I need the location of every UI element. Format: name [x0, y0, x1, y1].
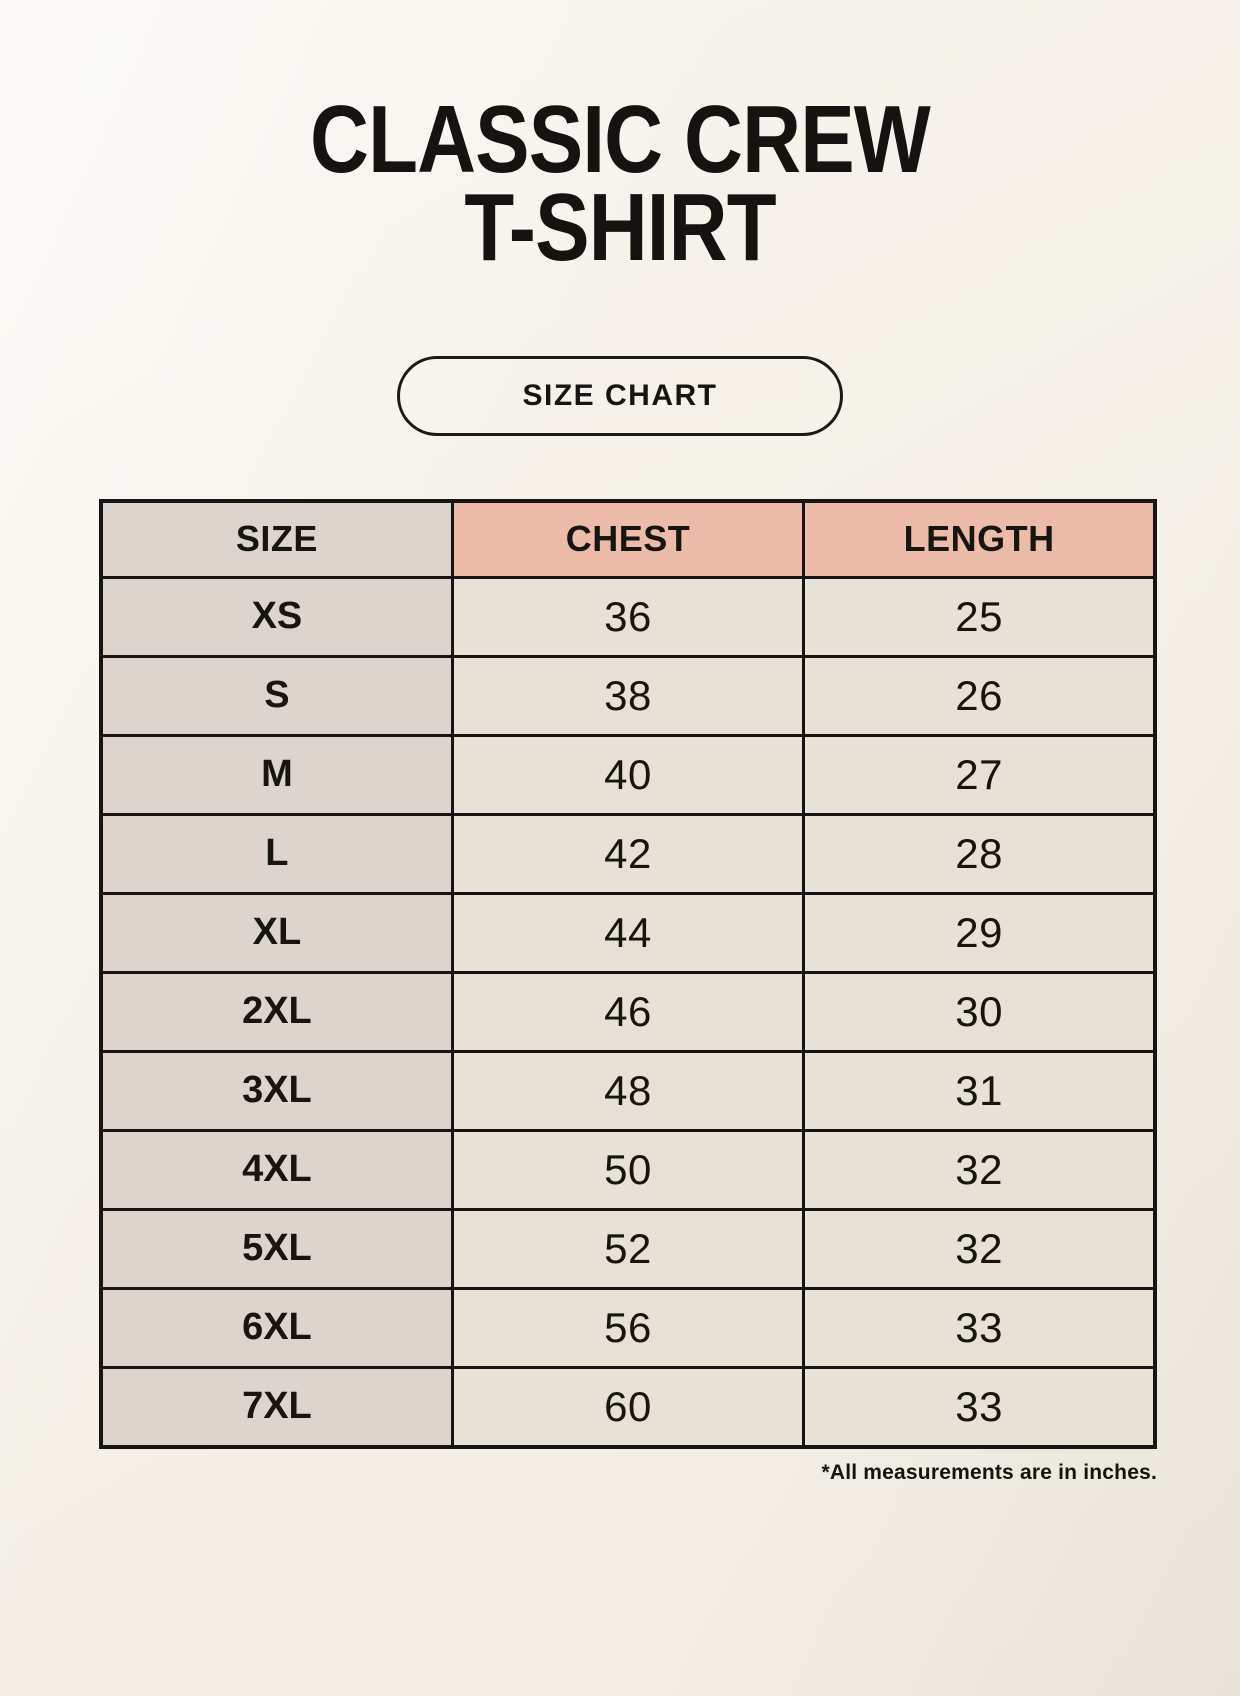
cell-chest: 46 [450, 970, 806, 1053]
page-title: CLASSIC CREW T-SHIRT [93, 86, 1147, 282]
cell-size: 7XL [99, 1365, 454, 1449]
size-table-head: SIZE CHEST LENGTH [99, 499, 1157, 579]
table-row: M 40 27 [99, 733, 1157, 816]
cell-length: 31 [802, 1049, 1157, 1132]
title-line-2: T-SHIRT [464, 174, 776, 282]
size-chart-section: SIZE CHEST LENGTH XS 36 25 S 38 26 M 40 … [0, 498, 1240, 1485]
cell-size: XL [99, 891, 454, 974]
cell-length: 32 [802, 1128, 1157, 1211]
size-table: SIZE CHEST LENGTH XS 36 25 S 38 26 M 40 … [99, 498, 1157, 1449]
table-row: XS 36 25 [99, 575, 1157, 658]
cell-length: 27 [802, 733, 1157, 816]
page-root: { "page": { "title_line1": "CLASSIC CREW… [0, 86, 1240, 1696]
table-row: 4XL 50 32 [99, 1128, 1157, 1211]
header-row: SIZE CHEST LENGTH [99, 499, 1157, 579]
title-line-1: CLASSIC CREW [310, 86, 931, 193]
header-cell-size: SIZE [99, 499, 454, 579]
header-cell-length: LENGTH [802, 499, 1157, 579]
cell-size: 2XL [99, 970, 454, 1053]
cell-chest: 42 [450, 812, 806, 895]
cell-length: 33 [802, 1286, 1157, 1369]
table-row: 7XL 60 33 [99, 1365, 1157, 1449]
size-chart-badge-label: SIZE CHART [522, 378, 718, 412]
cell-length: 32 [802, 1207, 1157, 1290]
table-row: L 42 28 [99, 812, 1157, 895]
cell-chest: 52 [450, 1207, 806, 1290]
measurements-footnote: *All measurements are in inches. [821, 1460, 1157, 1484]
cell-size: S [99, 654, 454, 737]
size-table-body: XS 36 25 S 38 26 M 40 27 L 42 28 XL 44 2… [99, 575, 1157, 1449]
cell-length: 28 [802, 812, 1157, 895]
cell-length: 29 [802, 891, 1157, 974]
cell-size: 5XL [99, 1207, 454, 1290]
cell-size: 6XL [99, 1286, 454, 1369]
table-row: 5XL 52 32 [99, 1207, 1157, 1290]
table-row: S 38 26 [99, 654, 1157, 737]
cell-chest: 44 [450, 891, 806, 974]
page-header: CLASSIC CREW T-SHIRT SIZE CHART [0, 86, 1240, 436]
cell-size: 4XL [99, 1128, 454, 1211]
cell-length: 26 [802, 654, 1157, 737]
cell-size: XS [99, 575, 454, 658]
cell-size: M [99, 733, 454, 816]
cell-size: 3XL [99, 1049, 454, 1132]
cell-length: 25 [802, 575, 1157, 658]
table-row: 6XL 56 33 [99, 1286, 1157, 1369]
cell-chest: 60 [450, 1365, 806, 1449]
cell-chest: 48 [450, 1049, 806, 1132]
table-row: XL 44 29 [99, 891, 1157, 974]
table-row: 2XL 46 30 [99, 970, 1157, 1053]
cell-length: 30 [802, 970, 1157, 1053]
size-chart-badge[interactable]: SIZE CHART [397, 355, 843, 436]
cell-size: L [99, 812, 454, 895]
cell-chest: 50 [450, 1128, 806, 1211]
cell-chest: 38 [450, 654, 806, 737]
cell-chest: 56 [450, 1286, 806, 1369]
cell-length: 33 [802, 1365, 1157, 1449]
cell-chest: 40 [450, 733, 806, 816]
cell-chest: 36 [450, 575, 806, 658]
header-cell-chest: CHEST [450, 499, 806, 579]
table-row: 3XL 48 31 [99, 1049, 1157, 1132]
